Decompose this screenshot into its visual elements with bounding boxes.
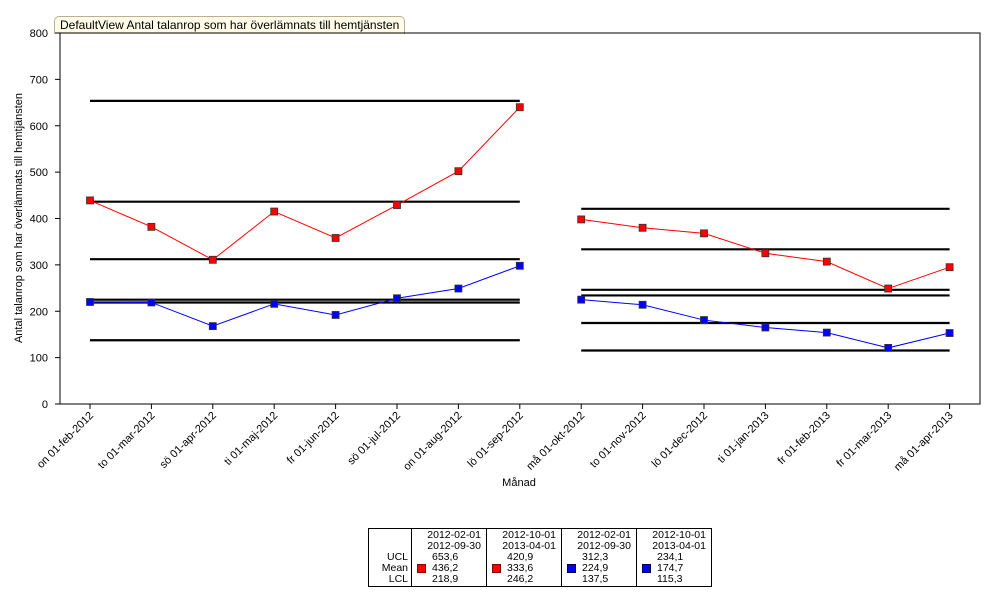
legend-lcl-value: 137,5	[582, 573, 609, 585]
series-lines	[86, 103, 954, 352]
data-point	[577, 295, 586, 304]
data-point	[270, 207, 279, 216]
data-point	[331, 234, 340, 242]
legend-date-to: 2012-09-30	[577, 540, 631, 552]
x-tick-label: lö 01-sep-2012	[466, 410, 526, 470]
data-point	[454, 284, 463, 293]
data-point	[331, 311, 340, 319]
data-point	[945, 263, 954, 272]
y-axis-label: Antal talanrop som har överlämnats till …	[13, 93, 25, 343]
data-point	[761, 249, 770, 258]
legend-mean-value: 436,2	[432, 562, 459, 574]
series-line	[89, 265, 520, 327]
data-point	[208, 255, 217, 264]
x-tick-label: fr 01-feb-2013	[776, 410, 833, 467]
y-tick-label: 200	[30, 306, 48, 318]
legend-ucl-value: 234,1	[657, 551, 684, 563]
data-point	[515, 103, 524, 112]
x-tick-label: sö 01-jul-2012	[345, 410, 403, 468]
y-tick-label: 500	[30, 167, 48, 179]
data-point	[86, 298, 94, 306]
x-tick-label: on 01-feb-2012	[35, 410, 96, 471]
legend-ucl-value: 653,6	[432, 551, 459, 563]
legend-table: UCL Mean LCL 2012-02-01 2012-09-30 653,6…	[368, 528, 712, 587]
plot-frame	[59, 32, 981, 405]
y-tick-label: 600	[30, 121, 48, 133]
data-point	[86, 196, 94, 205]
y-tick-label: 800	[30, 28, 48, 40]
legend-lcl-value: 115,3	[657, 573, 683, 585]
chart-title: DefaultView Antal talanrop som har överl…	[54, 16, 406, 34]
legend-label-mean: Mean	[381, 562, 408, 574]
x-tick-label: må 01-okt-2012	[524, 410, 587, 473]
data-point	[393, 294, 401, 303]
x-tick-label: ti 01-jan-2013	[715, 410, 771, 466]
legend-ucl-value: 312,3	[582, 551, 609, 563]
x-tick-label: ti 01-maj-2012	[222, 410, 280, 468]
legend-column: 2012-10-01 2013-04-01 234,1 174,7 115,3	[636, 528, 712, 587]
legend-date-from: 2012-02-01	[427, 529, 481, 541]
data-point	[700, 316, 708, 324]
x-tick-label: fr 01-jun-2012	[285, 410, 342, 467]
x-axis-label: Månad	[502, 477, 536, 489]
legend-date-to: 2013-04-01	[502, 540, 556, 552]
data-point	[577, 215, 586, 224]
y-tick-label: 0	[42, 399, 48, 411]
legend-date-from: 2012-10-01	[502, 529, 556, 541]
x-tick-label: lö 01-dec-2012	[650, 410, 710, 470]
legend-swatch-red	[417, 564, 426, 573]
legend-column: 2012-02-01 2012-09-30 312,3 224,9 137,5	[561, 528, 637, 587]
data-point	[884, 343, 893, 352]
y-axis: 0 100 200 300 400 500 600 700 800	[30, 28, 60, 411]
legend-date-to: 2012-09-30	[427, 540, 481, 552]
legend-swatch-blue	[642, 564, 651, 573]
data-point	[822, 257, 831, 266]
legend-mean-value: 174,7	[657, 562, 684, 574]
x-axis: on 01-feb-2012 to 01-mar-2012 sö 01-apr-20…	[35, 404, 956, 473]
x-tick-label: to 01-mar-2012	[96, 410, 158, 472]
data-point	[638, 223, 647, 232]
legend-date-from: 2012-02-01	[577, 529, 631, 541]
legend-column: 2012-02-01 2012-09-30 653,6 436,2 218,9	[411, 528, 487, 587]
x-tick-label: on 01-aug-2012	[401, 410, 464, 473]
x-tick-label: fr 01-mar-2013	[834, 410, 894, 470]
data-point	[147, 222, 156, 231]
legend-ucl-value: 420,9	[507, 551, 534, 563]
legend-swatch-blue	[567, 564, 576, 573]
y-tick-label: 700	[30, 74, 48, 86]
y-tick-label: 400	[30, 214, 48, 226]
legend-label-ucl: UCL	[386, 551, 408, 563]
data-point	[761, 323, 770, 332]
legend-lcl-value: 218,9	[432, 573, 459, 585]
x-tick-label: sö 01-apr-2012	[158, 410, 219, 471]
data-point	[208, 322, 217, 330]
legend-date-from: 2012-10-01	[652, 529, 706, 541]
y-tick-label: 300	[30, 260, 48, 272]
y-tick-label: 100	[30, 353, 48, 365]
legend-column: 2012-10-01 2013-04-01 420,9 333,6 246,2	[486, 528, 562, 587]
series-line	[89, 106, 521, 261]
data-point	[822, 328, 831, 337]
legend-swatch-red	[492, 564, 501, 573]
data-point	[945, 329, 954, 337]
data-point	[393, 201, 401, 209]
data-point	[700, 229, 708, 238]
legend-mean-value: 224,9	[582, 562, 609, 574]
x-tick-label: må 01-apr-2013	[892, 410, 956, 474]
data-point	[884, 284, 893, 293]
data-point	[638, 300, 647, 309]
data-point	[454, 167, 463, 176]
legend-row-labels: UCL Mean LCL	[368, 528, 412, 587]
data-point	[270, 299, 279, 308]
legend-lcl-value: 246,2	[507, 573, 534, 585]
data-point	[515, 261, 524, 270]
legend-date-to: 2013-04-01	[652, 540, 706, 552]
x-tick-label: to 01-nov-2012	[588, 410, 649, 471]
data-point	[147, 298, 156, 307]
legend-mean-value: 333,6	[507, 562, 534, 574]
control-lines	[90, 99, 950, 352]
legend-label-lcl: LCL	[388, 573, 408, 585]
